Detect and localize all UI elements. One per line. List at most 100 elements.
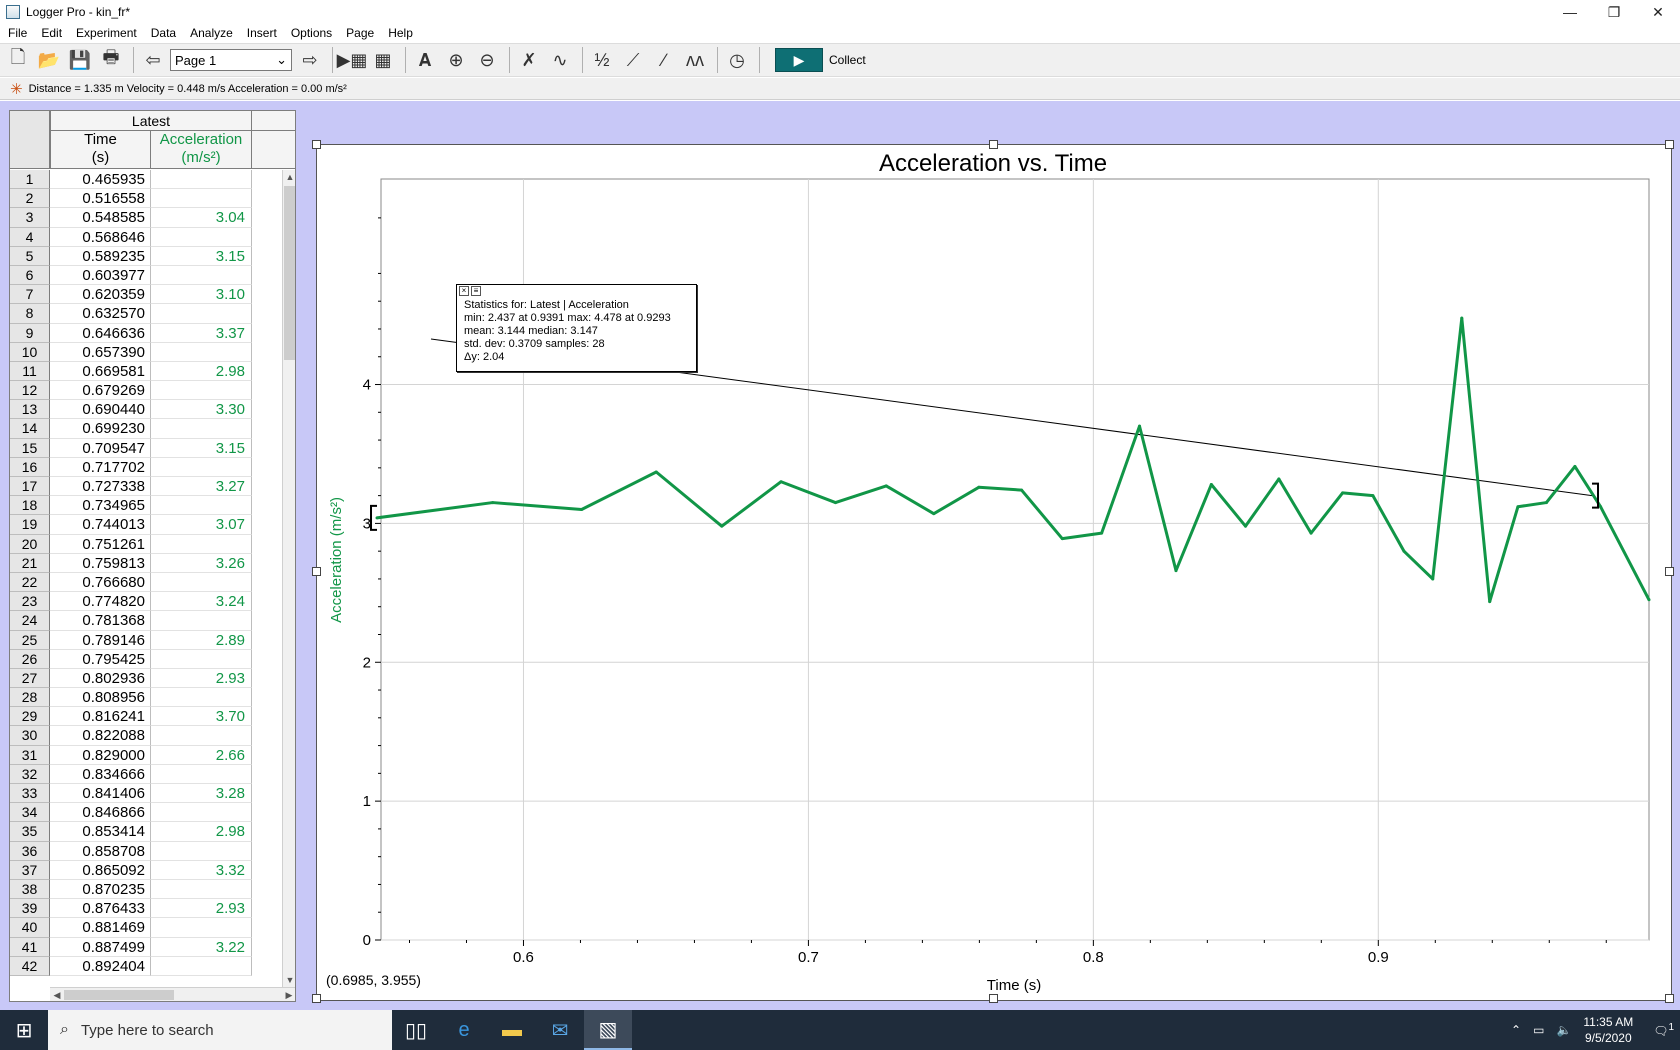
menu-data[interactable]: Data	[150, 26, 177, 40]
cell-time[interactable]: 0.516558	[50, 189, 151, 209]
cell-time[interactable]: 0.620359	[50, 285, 151, 305]
menu-help[interactable]: Help	[388, 26, 413, 40]
resize-handle[interactable]	[989, 140, 998, 149]
statistics-box[interactable]: × ≡ Statistics for: Latest | Acceleratio…	[456, 284, 697, 372]
table-row[interactable]: 42 0.892404	[10, 956, 282, 976]
cell-acceleration[interactable]: 3.28	[151, 784, 252, 804]
table-row[interactable]: 35 0.853414 2.98	[10, 822, 282, 842]
cell-acceleration[interactable]: 3.27	[151, 477, 252, 497]
cell-acceleration[interactable]: 3.04	[151, 208, 252, 228]
cell-acceleration[interactable]	[151, 841, 252, 861]
cell-time[interactable]: 0.699230	[50, 419, 151, 439]
chevron-up-icon[interactable]: ⌃	[1511, 1023, 1522, 1037]
cell-acceleration[interactable]	[151, 457, 252, 477]
cell-acceleration[interactable]: 3.22	[151, 937, 252, 957]
edge-icon[interactable]: e	[458, 1018, 470, 1041]
data-table[interactable]: Latest Time (s) Acceleration (m/s²) 1 0.4…	[9, 110, 296, 1002]
table-row[interactable]: 36 0.858708	[10, 841, 282, 861]
menu-insert[interactable]: Insert	[246, 26, 277, 40]
cell-acceleration[interactable]	[151, 304, 252, 324]
cell-acceleration[interactable]	[151, 189, 252, 209]
table-row[interactable]: 23 0.774820 3.24	[10, 592, 282, 612]
table-row[interactable]: 25 0.789146 2.89	[10, 630, 282, 650]
linear-fit-icon[interactable]: ∕	[662, 49, 666, 70]
scroll-right-icon[interactable]: ▶	[285, 990, 293, 1000]
cell-time[interactable]: 0.887499	[50, 937, 151, 957]
table-row[interactable]: 38 0.870235	[10, 879, 282, 900]
volume-icon[interactable]: 🔈	[1556, 1023, 1572, 1037]
cell-acceleration[interactable]	[151, 496, 252, 516]
examine-icon[interactable]: ✗	[521, 49, 537, 70]
chart-svg[interactable]: 0 1 2 3 4 0.6 0.7 0.8 0.9 Acceleration vs. Time Ti…	[317, 145, 1671, 1000]
cell-time[interactable]: 0.709547	[50, 438, 151, 458]
table-row[interactable]: 17 0.727338 3.27	[10, 477, 282, 497]
cell-time[interactable]: 0.751261	[50, 534, 151, 554]
cell-acceleration[interactable]	[151, 534, 252, 554]
minimize-button[interactable]: —	[1563, 4, 1577, 20]
cell-acceleration[interactable]: 2.93	[151, 668, 252, 689]
table-row[interactable]: 11 0.669581 2.98	[10, 361, 282, 382]
table-row[interactable]: 7 0.620359 3.10	[10, 285, 282, 305]
zoom-in-icon[interactable]: ⊕	[448, 49, 464, 70]
cell-time[interactable]: 0.603977	[50, 265, 151, 286]
cell-acceleration[interactable]: 3.26	[151, 553, 252, 573]
table-row[interactable]: 5 0.589235 3.15	[10, 246, 282, 266]
close-icon[interactable]: ×	[459, 286, 469, 296]
cell-acceleration[interactable]	[151, 956, 252, 976]
network-icon[interactable]: ▭	[1533, 1023, 1545, 1037]
cell-time[interactable]: 0.865092	[50, 860, 151, 880]
close-button[interactable]: ✕	[1652, 3, 1664, 20]
table-row[interactable]: 27 0.802936 2.93	[10, 668, 282, 689]
menu-analyze[interactable]: Analyze	[190, 26, 233, 40]
menu-page[interactable]: Page	[346, 26, 375, 40]
resize-handle[interactable]	[1665, 140, 1674, 149]
menu-options[interactable]: Options	[290, 26, 333, 40]
cell-acceleration[interactable]: 3.30	[151, 400, 252, 420]
zoom-out-icon[interactable]: ⊖	[479, 49, 495, 70]
cell-time[interactable]: 0.744013	[50, 515, 151, 535]
cell-time[interactable]: 0.727338	[50, 477, 151, 497]
notification-icon[interactable]: 🗨1	[1653, 1022, 1674, 1038]
table-row[interactable]: 9 0.646636 3.37	[10, 323, 282, 343]
cell-time[interactable]: 0.465935	[50, 170, 151, 190]
table-row[interactable]: 22 0.766680	[10, 572, 282, 593]
cell-time[interactable]: 0.690440	[50, 400, 151, 420]
cell-time[interactable]: 0.646636	[50, 323, 151, 343]
scroll-thumb-h[interactable]	[64, 990, 174, 1000]
cell-acceleration[interactable]	[151, 265, 252, 286]
cell-acceleration[interactable]	[151, 764, 252, 784]
cell-acceleration[interactable]	[151, 170, 252, 190]
cell-time[interactable]: 0.853414	[50, 822, 151, 842]
table-row[interactable]: 10 0.657390	[10, 342, 282, 362]
table-row[interactable]: 3 0.548585 3.04	[10, 208, 282, 228]
table-row[interactable]: 31 0.829000 2.66	[10, 745, 282, 765]
cell-acceleration[interactable]	[151, 879, 252, 900]
table-row[interactable]: 26 0.795425	[10, 649, 282, 669]
restore-button[interactable]: ❐	[1607, 3, 1621, 20]
table-row[interactable]: 18 0.734965	[10, 496, 282, 516]
table-row[interactable]: 2 0.516558	[10, 189, 282, 209]
open-folder-icon[interactable]: 📂	[37, 49, 61, 70]
cell-acceleration[interactable]: 3.32	[151, 860, 252, 880]
table-icon[interactable]: ▶▦	[336, 49, 368, 70]
cell-acceleration[interactable]: 2.98	[151, 361, 252, 382]
cell-acceleration[interactable]	[151, 803, 252, 823]
cell-time[interactable]: 0.802936	[50, 668, 151, 689]
cell-acceleration[interactable]: 3.07	[151, 515, 252, 535]
cell-time[interactable]: 0.734965	[50, 496, 151, 516]
menu-file[interactable]: File	[8, 26, 28, 40]
cell-acceleration[interactable]	[151, 918, 252, 938]
table-row[interactable]: 14 0.699230	[10, 419, 282, 439]
table-row[interactable]: 12 0.679269	[10, 381, 282, 401]
save-icon[interactable]: 💾	[68, 49, 92, 70]
options-icon[interactable]: ≡	[471, 286, 481, 296]
new-file-icon[interactable]: 🗋	[10, 47, 26, 67]
table-row[interactable]: 19 0.744013 3.07	[10, 515, 282, 535]
collect-label[interactable]: Collect	[829, 53, 866, 67]
cell-acceleration[interactable]	[151, 649, 252, 669]
table-row[interactable]: 29 0.816241 3.70	[10, 707, 282, 727]
table-row[interactable]: 6 0.603977	[10, 265, 282, 286]
cell-acceleration[interactable]: 3.15	[151, 438, 252, 458]
resize-handle[interactable]	[1665, 567, 1674, 576]
cell-time[interactable]: 0.834666	[50, 764, 151, 784]
